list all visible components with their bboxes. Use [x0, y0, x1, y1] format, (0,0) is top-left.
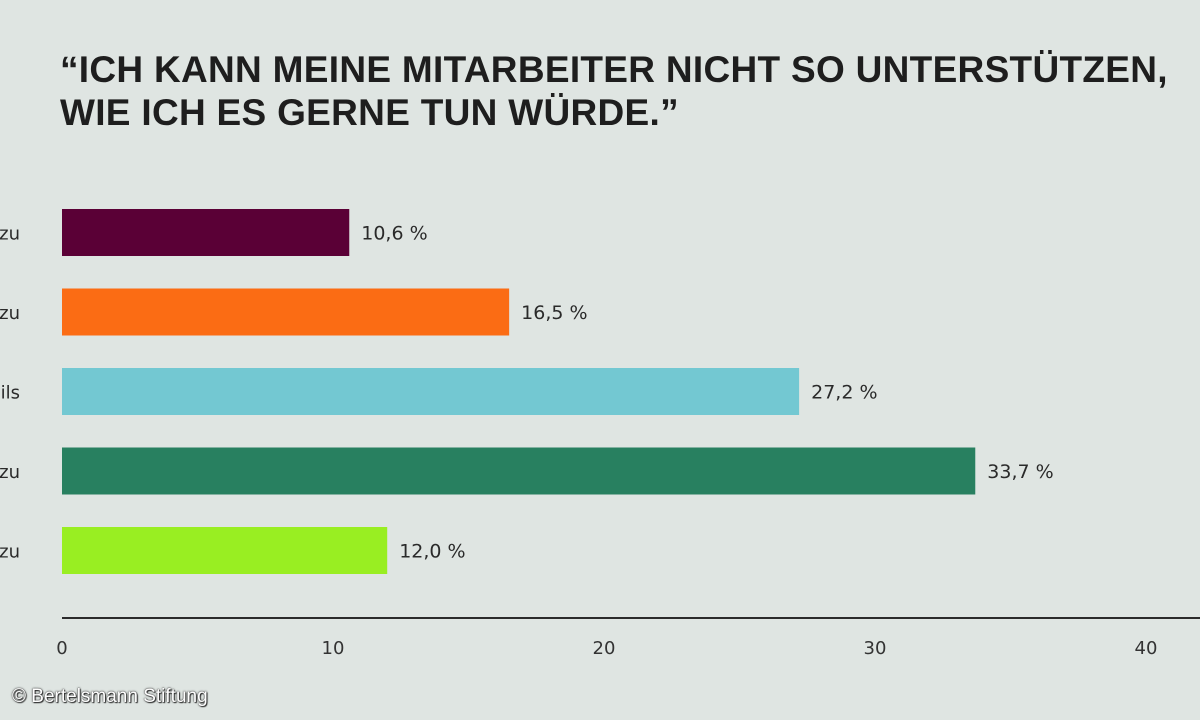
bar — [62, 288, 510, 336]
x-tick-label: 0 — [56, 638, 67, 659]
bar-value-label: 12,0 % — [399, 541, 465, 563]
category-label: zu — [0, 224, 20, 245]
x-tick-label: 20 — [593, 638, 616, 659]
copyright-notice: © Bertelsmann Stiftung — [12, 686, 208, 707]
x-tick-label: 30 — [864, 638, 887, 659]
bar-value-label: 10,6 % — [361, 223, 427, 245]
x-tick-label: 10 — [322, 638, 345, 659]
category-label: zu — [0, 542, 20, 563]
chart-title-line-1: “ICH KANN MEINE MITARBEITER NICHT SO UNT… — [60, 49, 1168, 90]
bar-value-label: 33,7 % — [987, 461, 1053, 483]
bar-value-label: 27,2 % — [811, 382, 877, 404]
bar — [62, 368, 800, 415]
bar — [62, 527, 388, 574]
bar — [62, 209, 350, 256]
bar-value-label: 16,5 % — [521, 302, 587, 324]
bar — [62, 447, 976, 495]
category-label: zu — [0, 462, 20, 483]
category-label: zu — [0, 303, 20, 324]
chart-title-line-2: WIE ICH ES GERNE TUN WÜRDE.” — [60, 92, 679, 133]
category-label: ils — [1, 383, 20, 404]
chart-title: “ICH KANN MEINE MITARBEITER NICHT SO UNT… — [60, 48, 1170, 134]
x-tick-label: 40 — [1135, 638, 1158, 659]
